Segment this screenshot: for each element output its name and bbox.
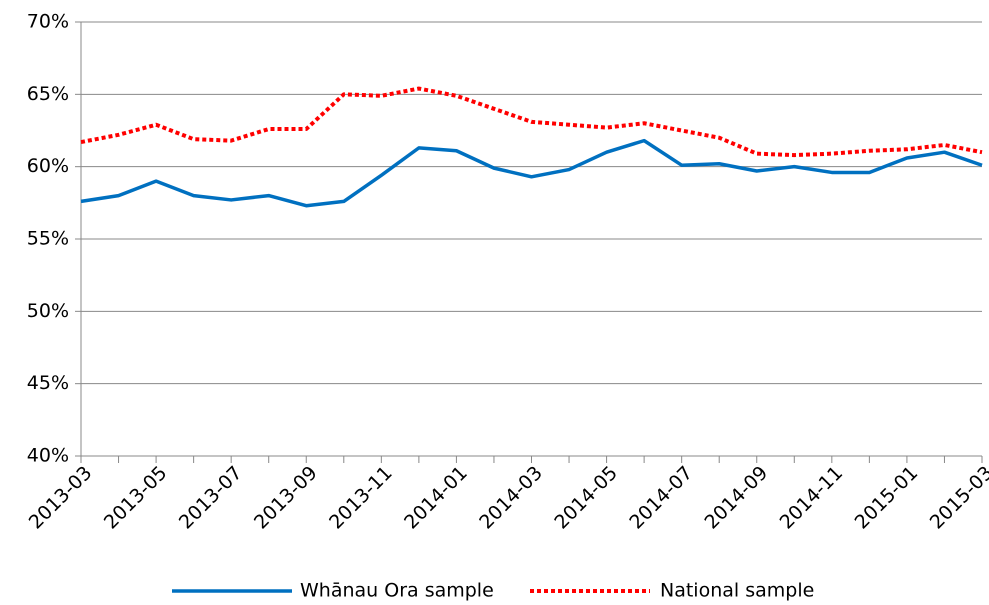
x-tick-label: 2014-05 [550,462,622,534]
x-tick-label: 2014-07 [625,462,697,534]
legend-label: National sample [660,580,814,602]
y-tick-label: 60% [27,155,69,177]
y-tick-label: 55% [27,228,69,250]
x-tick-label: 2013-07 [175,462,247,534]
x-tick-label: 2013-03 [25,462,97,534]
x-tick-label: 2014-01 [400,462,472,534]
data-line [80,138,983,208]
x-tick-label: 2015-01 [851,462,923,534]
x-tick-label: 2013-09 [250,462,322,534]
y-tick-label: 65% [27,83,69,105]
data-line [80,86,983,158]
y-tick-label: 70% [27,11,69,33]
x-tick-label: 2015-03 [926,462,989,534]
y-tick-label: 45% [27,372,69,394]
x-tick-label: 2014-09 [700,462,772,534]
legend-label: Whānau Ora sample [300,580,494,602]
x-tick-label: 2014-03 [475,462,547,534]
x-tick-label: 2014-11 [776,462,848,534]
x-tick-label: 2013-05 [100,462,172,534]
y-tick-label: 50% [27,300,69,322]
y-tick-label: 40% [27,445,69,467]
x-tick-label: 2013-11 [325,462,397,534]
